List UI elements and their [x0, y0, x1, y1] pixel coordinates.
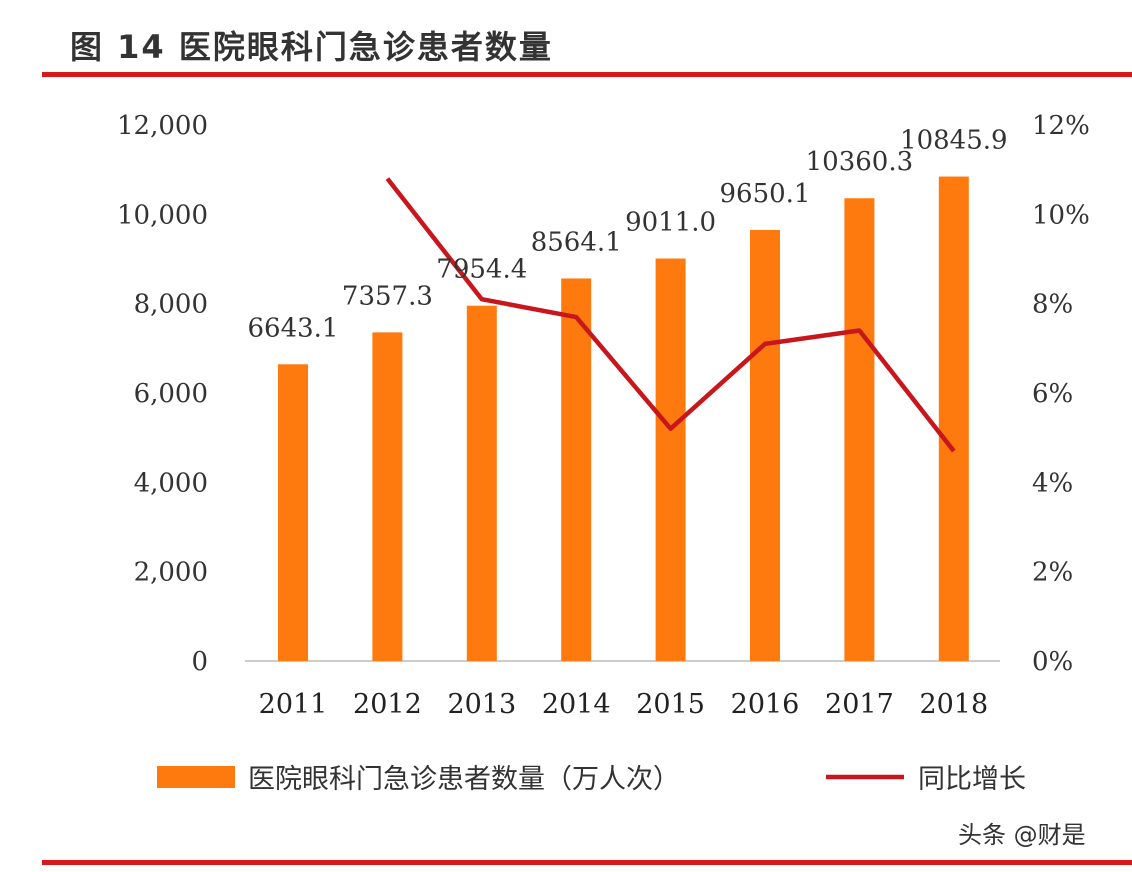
right-axis-tick-label: 8%: [1032, 290, 1073, 320]
bar: [938, 176, 969, 661]
chart-title: 图 14 医院眼科门急诊患者数量: [70, 28, 553, 66]
bar-data-label: 7357.3: [342, 281, 433, 311]
bar: [750, 229, 780, 661]
legend-bar-swatch: [157, 766, 235, 788]
x-axis-tick-label: 2011: [259, 689, 328, 720]
left-axis-tick-label: 0: [191, 647, 208, 677]
right-axis-tick-label: 4%: [1032, 468, 1073, 498]
bar-data-label: 10845.9: [900, 126, 1008, 156]
left-axis-tick-label: 2,000: [134, 558, 208, 588]
bar: [844, 198, 875, 661]
left-axis-tick-label: 6,000: [134, 379, 208, 409]
watermark: 头条 @财是: [958, 821, 1086, 849]
x-axis-tick-label: 2012: [353, 689, 422, 720]
right-axis-tick-label: 2%: [1032, 558, 1073, 588]
x-axis-tick-label: 2017: [825, 689, 894, 720]
right-axis-tick-label: 10%: [1032, 200, 1090, 230]
right-axis-tick-label: 0%: [1032, 647, 1073, 677]
legend-bar-label: 医院眼科门急诊患者数量（万人次）: [248, 764, 680, 795]
x-axis-tick-label: 2015: [636, 689, 705, 720]
bar: [278, 364, 308, 661]
bar-data-label: 10360.3: [806, 147, 914, 177]
growth-line: [385, 177, 956, 453]
left-axis-tick-label: 8,000: [134, 290, 208, 320]
right-axis-tick-label: 6%: [1032, 379, 1073, 409]
bottom-rule: [42, 860, 1132, 865]
bar-data-label: 9650.1: [720, 179, 811, 209]
left-axis-tick-label: 4,000: [134, 468, 208, 498]
bar: [561, 278, 592, 661]
bar: [466, 305, 497, 661]
left-axis-tick-label: 10,000: [117, 200, 208, 230]
x-axis-tick-label: 2018: [919, 689, 988, 720]
x-axis-tick-label: 2016: [731, 689, 800, 720]
bar-data-label: 9011.0: [625, 208, 716, 238]
bar-data-label: 6643.1: [248, 313, 339, 343]
bar-data-label: 8564.1: [531, 227, 622, 257]
left-axis-tick-label: 12,000: [117, 111, 208, 141]
bar: [372, 332, 403, 661]
bar-data-label: 7954.4: [436, 255, 527, 285]
top-rule: [42, 72, 1132, 77]
x-axis-tick-label: 2013: [447, 689, 516, 720]
x-axis-tick-label: 2014: [542, 689, 611, 720]
legend-line-label: 同比增长: [918, 764, 1026, 795]
bar: [655, 258, 686, 661]
right-axis-tick-label: 12%: [1032, 111, 1090, 141]
